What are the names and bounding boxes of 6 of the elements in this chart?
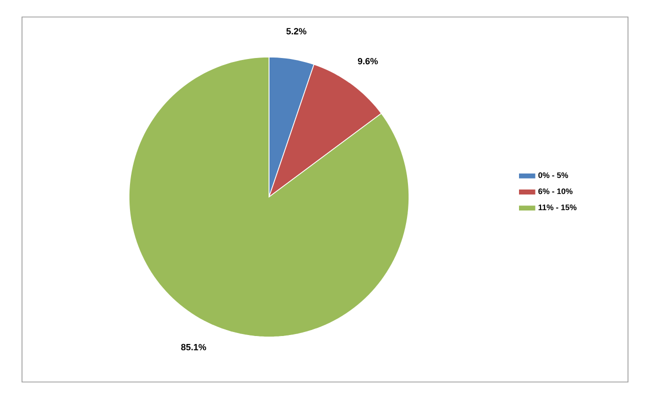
legend-label: 6% - 10% <box>538 188 573 194</box>
legend-label: 11% - 15% <box>538 204 577 210</box>
data-label: 5.2% <box>286 28 306 34</box>
legend-label: 0% - 5% <box>538 172 568 178</box>
data-label: 85.1% <box>181 344 206 350</box>
data-label: 9.6% <box>358 58 378 64</box>
